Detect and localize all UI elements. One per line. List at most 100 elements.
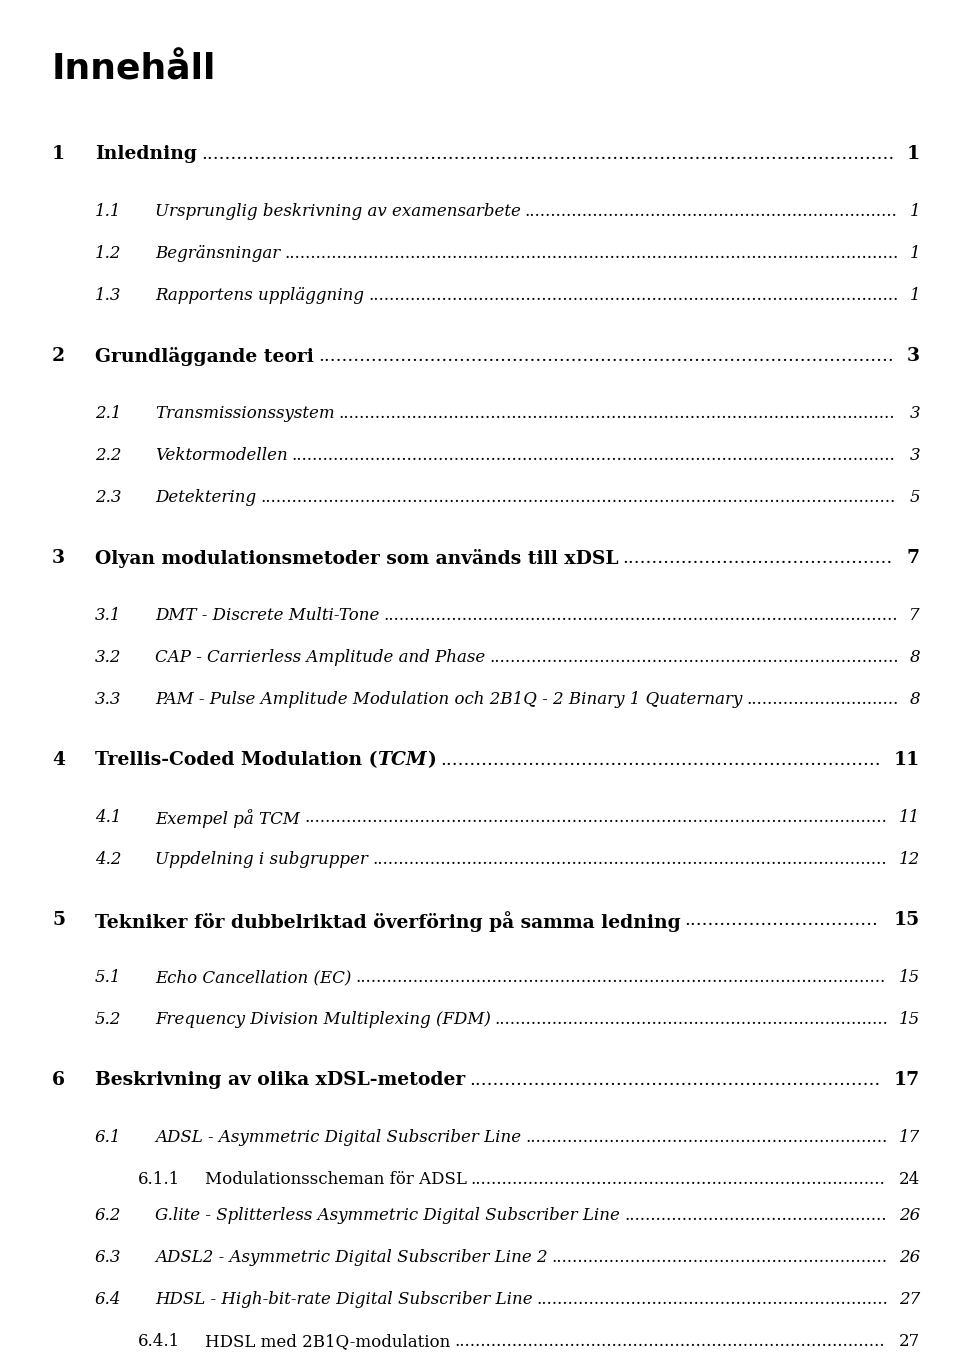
Text: G.lite - Splitterless Asymmetric Digital Subscriber Line: G.lite - Splitterless Asymmetric Digital…	[155, 1207, 620, 1224]
Text: 3: 3	[909, 406, 920, 422]
Text: ................................................................................: ........................................…	[260, 489, 896, 506]
Text: 4: 4	[52, 751, 65, 769]
Text: 3.3: 3.3	[95, 691, 122, 708]
Text: 27: 27	[899, 1332, 920, 1350]
Text: CAP - Carrierless Amplitude and Phase: CAP - Carrierless Amplitude and Phase	[155, 649, 485, 666]
Text: 8: 8	[909, 691, 920, 708]
Text: Vektormodellen: Vektormodellen	[155, 446, 288, 464]
Text: .....................................................................: ........................................…	[525, 1130, 887, 1146]
Text: Tekniker för dubbelriktad överföring på samma ledning: Tekniker för dubbelriktad överföring på …	[95, 911, 681, 932]
Text: 1.3: 1.3	[95, 287, 122, 304]
Text: ................................................................: ........................................…	[552, 1249, 888, 1266]
Text: Frequency Division Multiplexing (FDM): Frequency Division Multiplexing (FDM)	[155, 1011, 491, 1028]
Text: 11: 11	[899, 808, 920, 826]
Text: ...........................................................................: ........................................…	[494, 1011, 889, 1028]
Text: 6.1.1: 6.1.1	[138, 1170, 180, 1188]
Text: 11: 11	[894, 751, 920, 769]
Text: 6.3: 6.3	[95, 1249, 122, 1266]
Text: .............................: .............................	[746, 691, 899, 708]
Text: 1: 1	[907, 146, 920, 163]
Text: ................................................................................: ........................................…	[372, 851, 886, 868]
Text: ..................................................: ........................................…	[624, 1207, 886, 1224]
Text: ................................................................................: ........................................…	[318, 347, 894, 365]
Text: 2.2: 2.2	[95, 446, 122, 464]
Text: 1: 1	[52, 146, 65, 163]
Text: ................................................................................: ........................................…	[383, 607, 898, 623]
Text: 3: 3	[52, 548, 65, 568]
Text: PAM - Pulse Amplitude Modulation och 2B1Q - 2 Binary 1 Quaternary: PAM - Pulse Amplitude Modulation och 2B1…	[155, 691, 742, 708]
Text: 4.1: 4.1	[95, 808, 122, 826]
Text: ......................................................................: ........................................…	[469, 1071, 880, 1089]
Text: ................................................................................: ........................................…	[284, 245, 899, 263]
Text: ..............................................................................: ........................................…	[490, 649, 899, 666]
Text: HDSL - High-bit-rate Digital Subscriber Line: HDSL - High-bit-rate Digital Subscriber …	[155, 1292, 533, 1308]
Text: 17: 17	[899, 1130, 920, 1146]
Text: .......................................................................: ........................................…	[525, 203, 898, 220]
Text: ................................................................................: ........................................…	[355, 969, 886, 985]
Text: 8: 8	[909, 649, 920, 666]
Text: 1: 1	[909, 287, 920, 304]
Text: Transmissionssystem: Transmissionssystem	[155, 406, 335, 422]
Text: 1.1: 1.1	[95, 203, 122, 220]
Text: 26: 26	[899, 1249, 920, 1266]
Text: 4.2: 4.2	[95, 851, 122, 868]
Text: Olyan modulationsmetoder som används till xDSL: Olyan modulationsmetoder som används til…	[95, 548, 618, 568]
Text: 7: 7	[909, 607, 920, 623]
Text: ................................................................................: ........................................…	[454, 1332, 885, 1350]
Text: 1: 1	[909, 245, 920, 263]
Text: 6.2: 6.2	[95, 1207, 122, 1224]
Text: ................................................................................: ........................................…	[304, 808, 887, 826]
Text: 5: 5	[52, 911, 65, 930]
Text: ................................................................................: ........................................…	[292, 446, 896, 464]
Text: ): )	[427, 751, 436, 769]
Text: Modulationsscheman för ADSL: Modulationsscheman för ADSL	[205, 1170, 467, 1188]
Text: Detektering: Detektering	[155, 489, 256, 506]
Text: Grundläggande teori: Grundläggande teori	[95, 347, 314, 366]
Text: 15: 15	[894, 911, 920, 930]
Text: TCM: TCM	[377, 751, 427, 769]
Text: 24: 24	[899, 1170, 920, 1188]
Text: Echo Cancellation (EC): Echo Cancellation (EC)	[155, 969, 351, 985]
Text: 6: 6	[52, 1071, 65, 1089]
Text: 1.2: 1.2	[95, 245, 122, 263]
Text: Beskrivning av olika xDSL-metoder: Beskrivning av olika xDSL-metoder	[95, 1071, 466, 1089]
Text: 17: 17	[894, 1071, 920, 1089]
Text: 7: 7	[907, 548, 920, 568]
Text: ................................................................................: ........................................…	[201, 146, 895, 163]
Text: Ursprunglig beskrivning av examensarbete: Ursprunglig beskrivning av examensarbete	[155, 203, 521, 220]
Text: 26: 26	[899, 1207, 920, 1224]
Text: 3: 3	[907, 347, 920, 365]
Text: Inledning: Inledning	[95, 146, 197, 163]
Text: ...................................................................: ........................................…	[537, 1292, 888, 1308]
Text: 2.1: 2.1	[95, 406, 122, 422]
Text: Exempel på TCM: Exempel på TCM	[155, 808, 300, 827]
Text: 12: 12	[899, 851, 920, 868]
Text: HDSL med 2B1Q-modulation: HDSL med 2B1Q-modulation	[205, 1332, 450, 1350]
Text: 5.1: 5.1	[95, 969, 122, 985]
Text: 27: 27	[899, 1292, 920, 1308]
Text: 6.4.1: 6.4.1	[138, 1332, 180, 1350]
Text: .................................: .................................	[684, 911, 878, 930]
Text: 6.1: 6.1	[95, 1130, 122, 1146]
Text: Trellis-Coded Modulation (: Trellis-Coded Modulation (	[95, 751, 377, 769]
Text: 6.4: 6.4	[95, 1292, 122, 1308]
Text: Uppdelning i subgrupper: Uppdelning i subgrupper	[155, 851, 368, 868]
Text: DMT - Discrete Multi-Tone: DMT - Discrete Multi-Tone	[155, 607, 379, 623]
Text: ADSL - Asymmetric Digital Subscriber Line: ADSL - Asymmetric Digital Subscriber Lin…	[155, 1130, 521, 1146]
Text: 2.3: 2.3	[95, 489, 122, 506]
Text: Innehåll: Innehåll	[52, 52, 216, 86]
Text: ...............................................................................: ........................................…	[470, 1170, 886, 1188]
Text: 3.1: 3.1	[95, 607, 122, 623]
Text: 15: 15	[899, 1011, 920, 1028]
Text: ................................................................................: ........................................…	[368, 287, 899, 304]
Text: 3: 3	[909, 446, 920, 464]
Text: Begränsningar: Begränsningar	[155, 245, 280, 263]
Text: ...........................................................................: ........................................…	[440, 751, 880, 769]
Text: ADSL2 - Asymmetric Digital Subscriber Line 2: ADSL2 - Asymmetric Digital Subscriber Li…	[155, 1249, 547, 1266]
Text: 5.2: 5.2	[95, 1011, 122, 1028]
Text: ..............................................: ........................................…	[622, 548, 893, 568]
Text: 3.2: 3.2	[95, 649, 122, 666]
Text: Rapportens uppläggning: Rapportens uppläggning	[155, 287, 364, 304]
Text: 15: 15	[899, 969, 920, 985]
Text: 1: 1	[909, 203, 920, 220]
